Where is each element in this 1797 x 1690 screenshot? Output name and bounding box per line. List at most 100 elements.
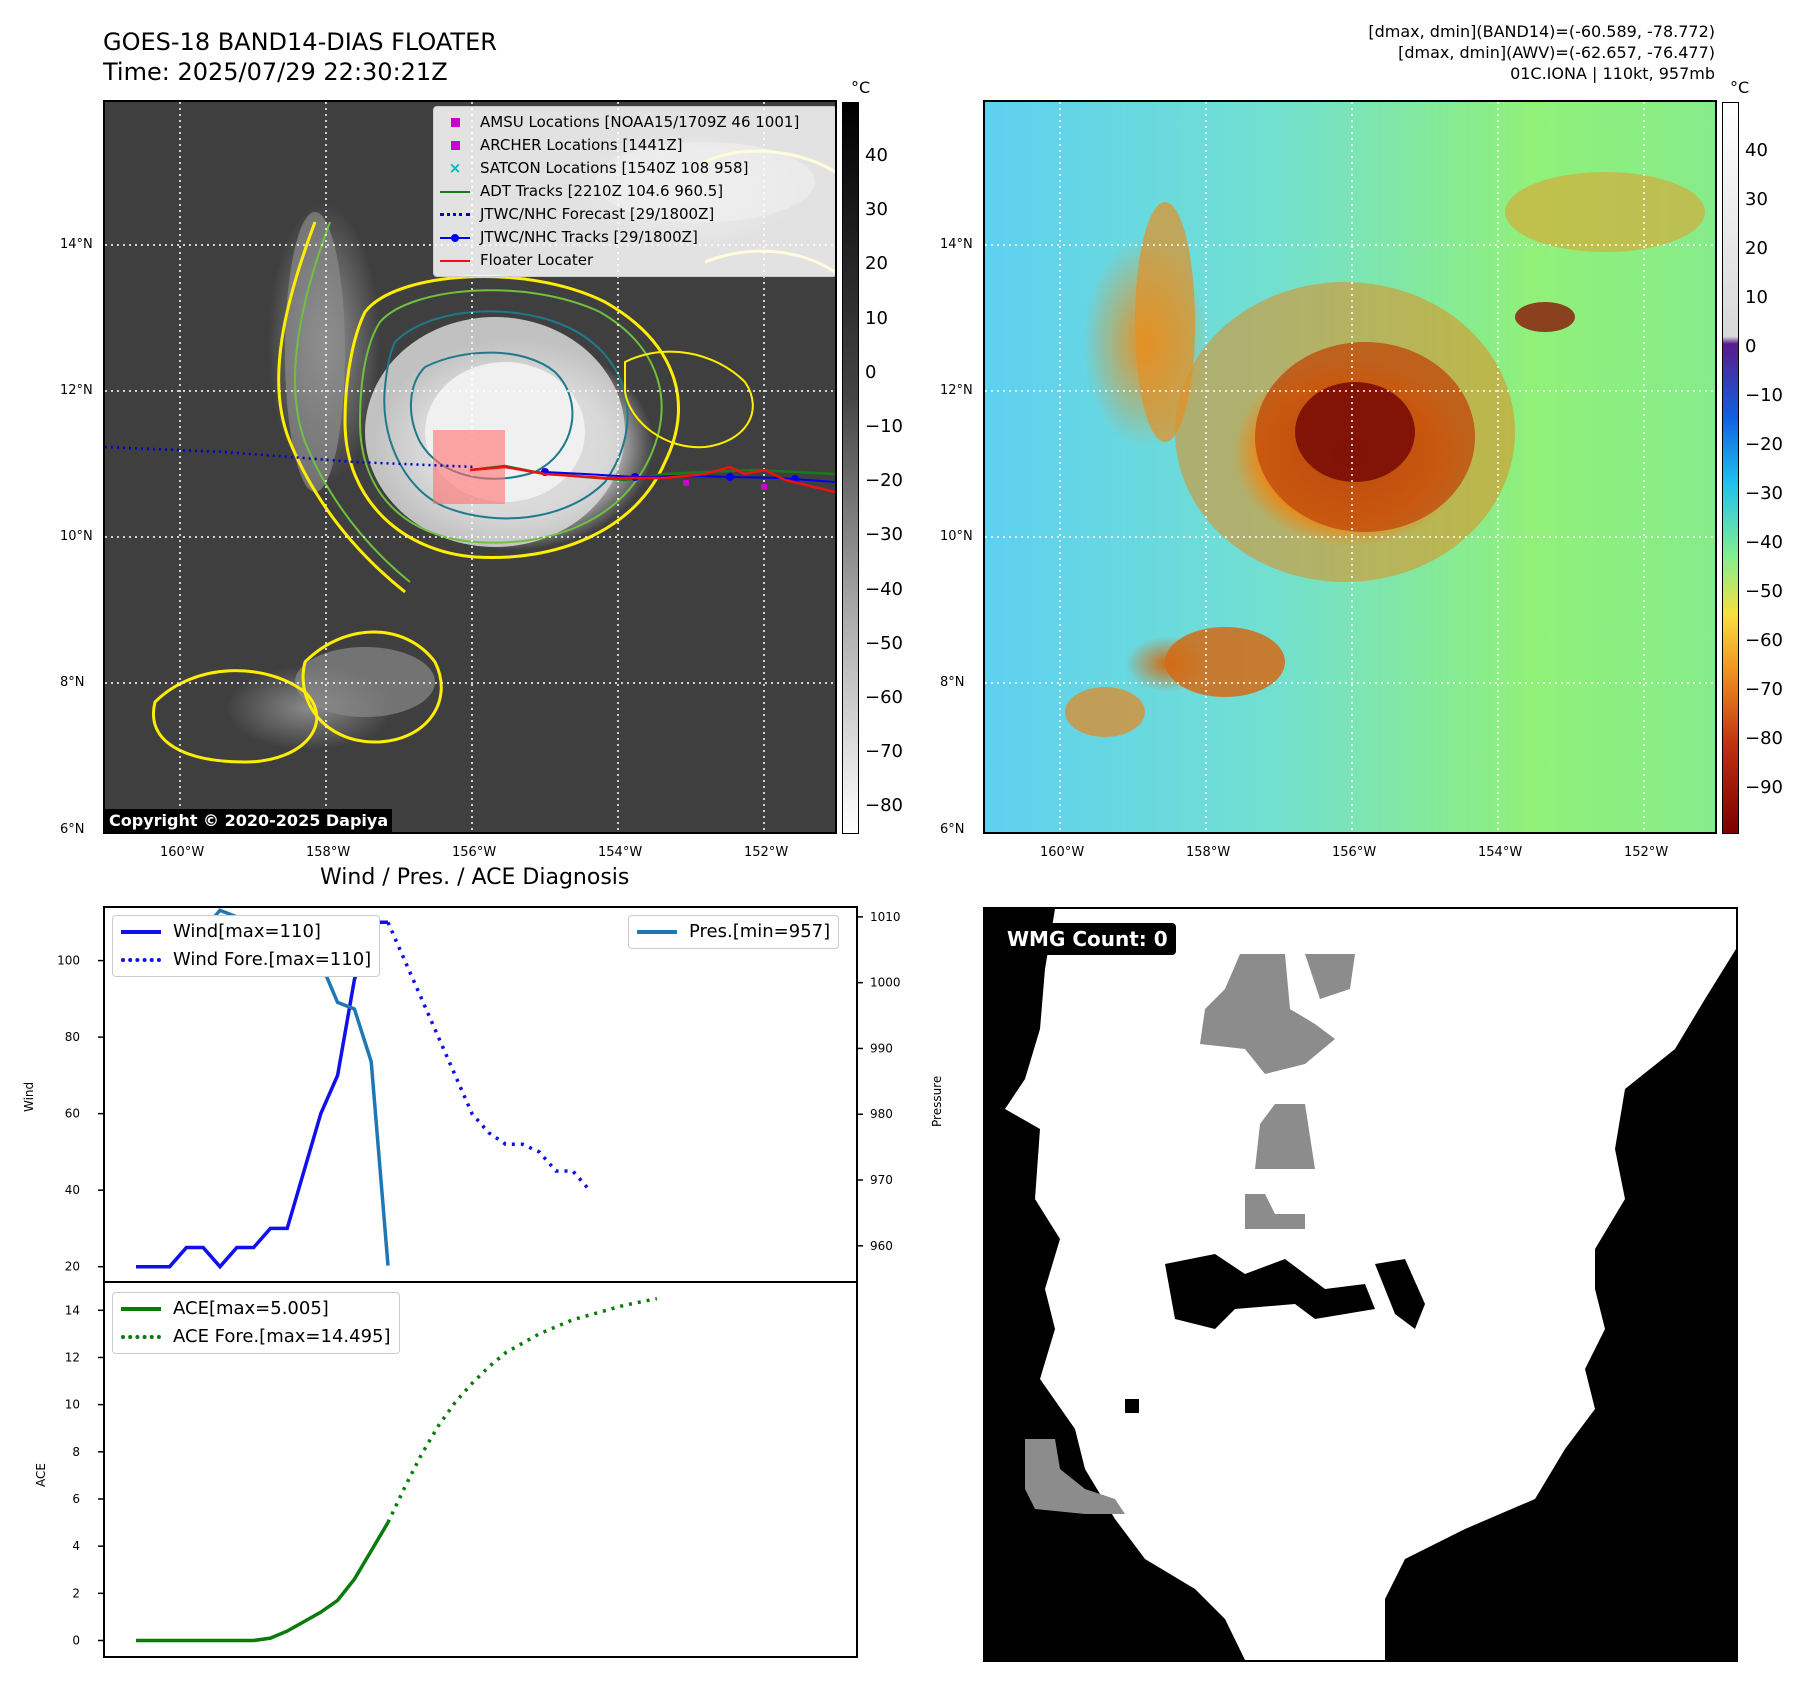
solid-line-icon [121, 930, 161, 934]
colorbar-tick-label: −10 [865, 416, 903, 437]
colorbar-tick-label: −80 [1745, 728, 1783, 749]
y-tick-label: 8 [72, 1445, 80, 1459]
y-tick-label: 980 [870, 1107, 893, 1121]
y-tick-label: 20 [65, 1260, 80, 1274]
y-tick-label: 10 [65, 1398, 80, 1412]
y-tick-label: 1010 [870, 910, 901, 924]
wind-axis-label: Wind [22, 1081, 36, 1112]
lon-label: 160°W [1040, 845, 1085, 860]
band14-color-map [983, 100, 1717, 834]
y-tick-label: 80 [65, 1030, 80, 1044]
legend-satcon: × SATCON Locations [1540Z 108 958] [440, 157, 830, 180]
ace-legend-label: ACE[max=5.005] [173, 1298, 329, 1319]
legend-jtwc-forecast-label: JTWC/NHC Forecast [29/1800Z] [480, 205, 715, 223]
square-marker-icon [440, 117, 470, 129]
colorbar-tick-label: 0 [1745, 336, 1757, 357]
colorbar-tick-label: −70 [1745, 679, 1783, 700]
wind-legend: Wind[max=110] Wind Fore.[max=110] [112, 915, 381, 977]
legend-amsu: AMSU Locations [NOAA15/1709Z 46 1001] [440, 111, 830, 134]
colorbar-tick-label: 30 [865, 199, 888, 221]
colorbar-tick-label: −40 [865, 578, 903, 600]
lon-label: 152°W [1624, 845, 1669, 860]
y-tick-label: 6 [72, 1492, 80, 1506]
grayscale-map-overlay [105, 102, 835, 832]
colorbar-tick-label: −80 [865, 795, 903, 817]
lat-label: 14°N [940, 237, 973, 252]
colorbar-tick-label: 0 [865, 361, 877, 383]
legend-jtwc-forecast: JTWC/NHC Forecast [29/1800Z] [440, 203, 830, 226]
wind-legend-label: Wind[max=110] [173, 921, 321, 942]
square-marker-icon [440, 140, 470, 152]
legend-floater-label: Floater Locater [480, 251, 594, 269]
lat-label: 8°N [940, 675, 965, 690]
ace-forecast-legend-item: ACE Fore.[max=14.495] [121, 1323, 391, 1351]
dotted-line-icon [121, 958, 161, 962]
y-tick-label: 990 [870, 1041, 893, 1055]
lon-label: 158°W [306, 845, 351, 860]
ace-series-line [136, 1521, 390, 1643]
line-marker-icon [440, 255, 470, 267]
colorbar-tick-label: 20 [1745, 238, 1768, 259]
y-tick-label: 1000 [870, 976, 901, 990]
color-colorbar [1722, 102, 1739, 834]
legend-archer: ARCHER Locations [1441Z] [440, 134, 830, 157]
colorbar-tick-label: −10 [1745, 385, 1783, 406]
lat-label: 10°N [940, 529, 973, 544]
dot-line-icon [440, 232, 470, 244]
lon-label: 152°W [744, 845, 789, 860]
pressure-legend: Pres.[min=957] [628, 915, 840, 949]
colorbar-tick-label: −30 [1745, 483, 1783, 504]
colorbar-tick-label: 10 [865, 307, 888, 329]
pressure-legend-label: Pres.[min=957] [689, 921, 831, 942]
pressure-axis-label: Pressure [930, 1075, 944, 1127]
dotted-line-icon [440, 209, 470, 221]
wind-series-line [386, 921, 591, 1192]
lon-label: 158°W [1186, 845, 1231, 860]
colorbar-tick-label: −90 [1745, 777, 1783, 798]
colorbar-tick-label: 40 [865, 145, 888, 166]
wmg-mask [985, 909, 1736, 1660]
lon-label: 156°W [452, 845, 497, 860]
map-legend: AMSU Locations [NOAA15/1709Z 46 1001] AR… [433, 106, 835, 277]
colorbar-tick-label: −50 [865, 632, 903, 654]
y-tick-label: 40 [65, 1183, 80, 1197]
grayscale-colorbar-unit: °C [851, 78, 871, 97]
y-tick-label: 12 [65, 1350, 80, 1364]
lat-label: 12°N [940, 383, 973, 398]
wind-series-line [136, 920, 388, 1270]
legend-jtwc-tracks: JTWC/NHC Tracks [29/1800Z] [440, 226, 830, 249]
y-tick-label: 970 [870, 1173, 893, 1187]
y-tick-label: 960 [870, 1239, 893, 1253]
lat-label: 10°N [60, 529, 93, 544]
wind-forecast-legend-label: Wind Fore.[max=110] [173, 949, 372, 970]
y-tick-label: 14 [65, 1303, 80, 1317]
ace-legend: ACE[max=5.005] ACE Fore.[max=14.495] [112, 1292, 400, 1354]
colorbar-tick-label: 30 [1745, 189, 1768, 210]
legend-satcon-label: SATCON Locations [1540Z 108 958] [480, 159, 749, 177]
y-tick-label: 100 [57, 954, 80, 968]
diagnosis-title: Wind / Pres. / ACE Diagnosis [320, 865, 630, 890]
colorbar-tick-label: −30 [865, 524, 903, 546]
color-map-overlay [985, 102, 1715, 832]
grayscale-colorbar [842, 102, 859, 834]
x-marker-icon: × [448, 159, 462, 177]
legend-jtwc-tracks-label: JTWC/NHC Tracks [29/1800Z] [480, 228, 698, 246]
colorbar-tick-label: −60 [1745, 630, 1783, 651]
header-storm-info: 01C.IONA | 110kt, 957mb [1510, 64, 1715, 83]
colorbar-tick-label: −20 [1745, 434, 1783, 455]
dotted-line-icon [121, 1335, 161, 1339]
lat-label: 12°N [60, 383, 93, 398]
line-marker-icon [440, 186, 470, 198]
colorbar-tick-label: −60 [865, 687, 903, 708]
wmg-count-badge: WMG Count: 0 [999, 923, 1176, 955]
colorbar-tick-label: 40 [1745, 140, 1768, 161]
lat-label: 6°N [60, 822, 85, 837]
wmg-panel: WMG Count: 0 [983, 907, 1738, 1662]
colorbar-tick-label: 20 [865, 253, 888, 275]
ace-forecast-legend-label: ACE Fore.[max=14.495] [173, 1326, 391, 1347]
colorbar-tick-label: 10 [1745, 287, 1768, 308]
lat-label: 8°N [60, 675, 85, 690]
colorbar-tick-label: −20 [865, 470, 903, 492]
legend-archer-label: ARCHER Locations [1441Z] [480, 136, 683, 154]
y-tick-label: 0 [72, 1633, 80, 1647]
